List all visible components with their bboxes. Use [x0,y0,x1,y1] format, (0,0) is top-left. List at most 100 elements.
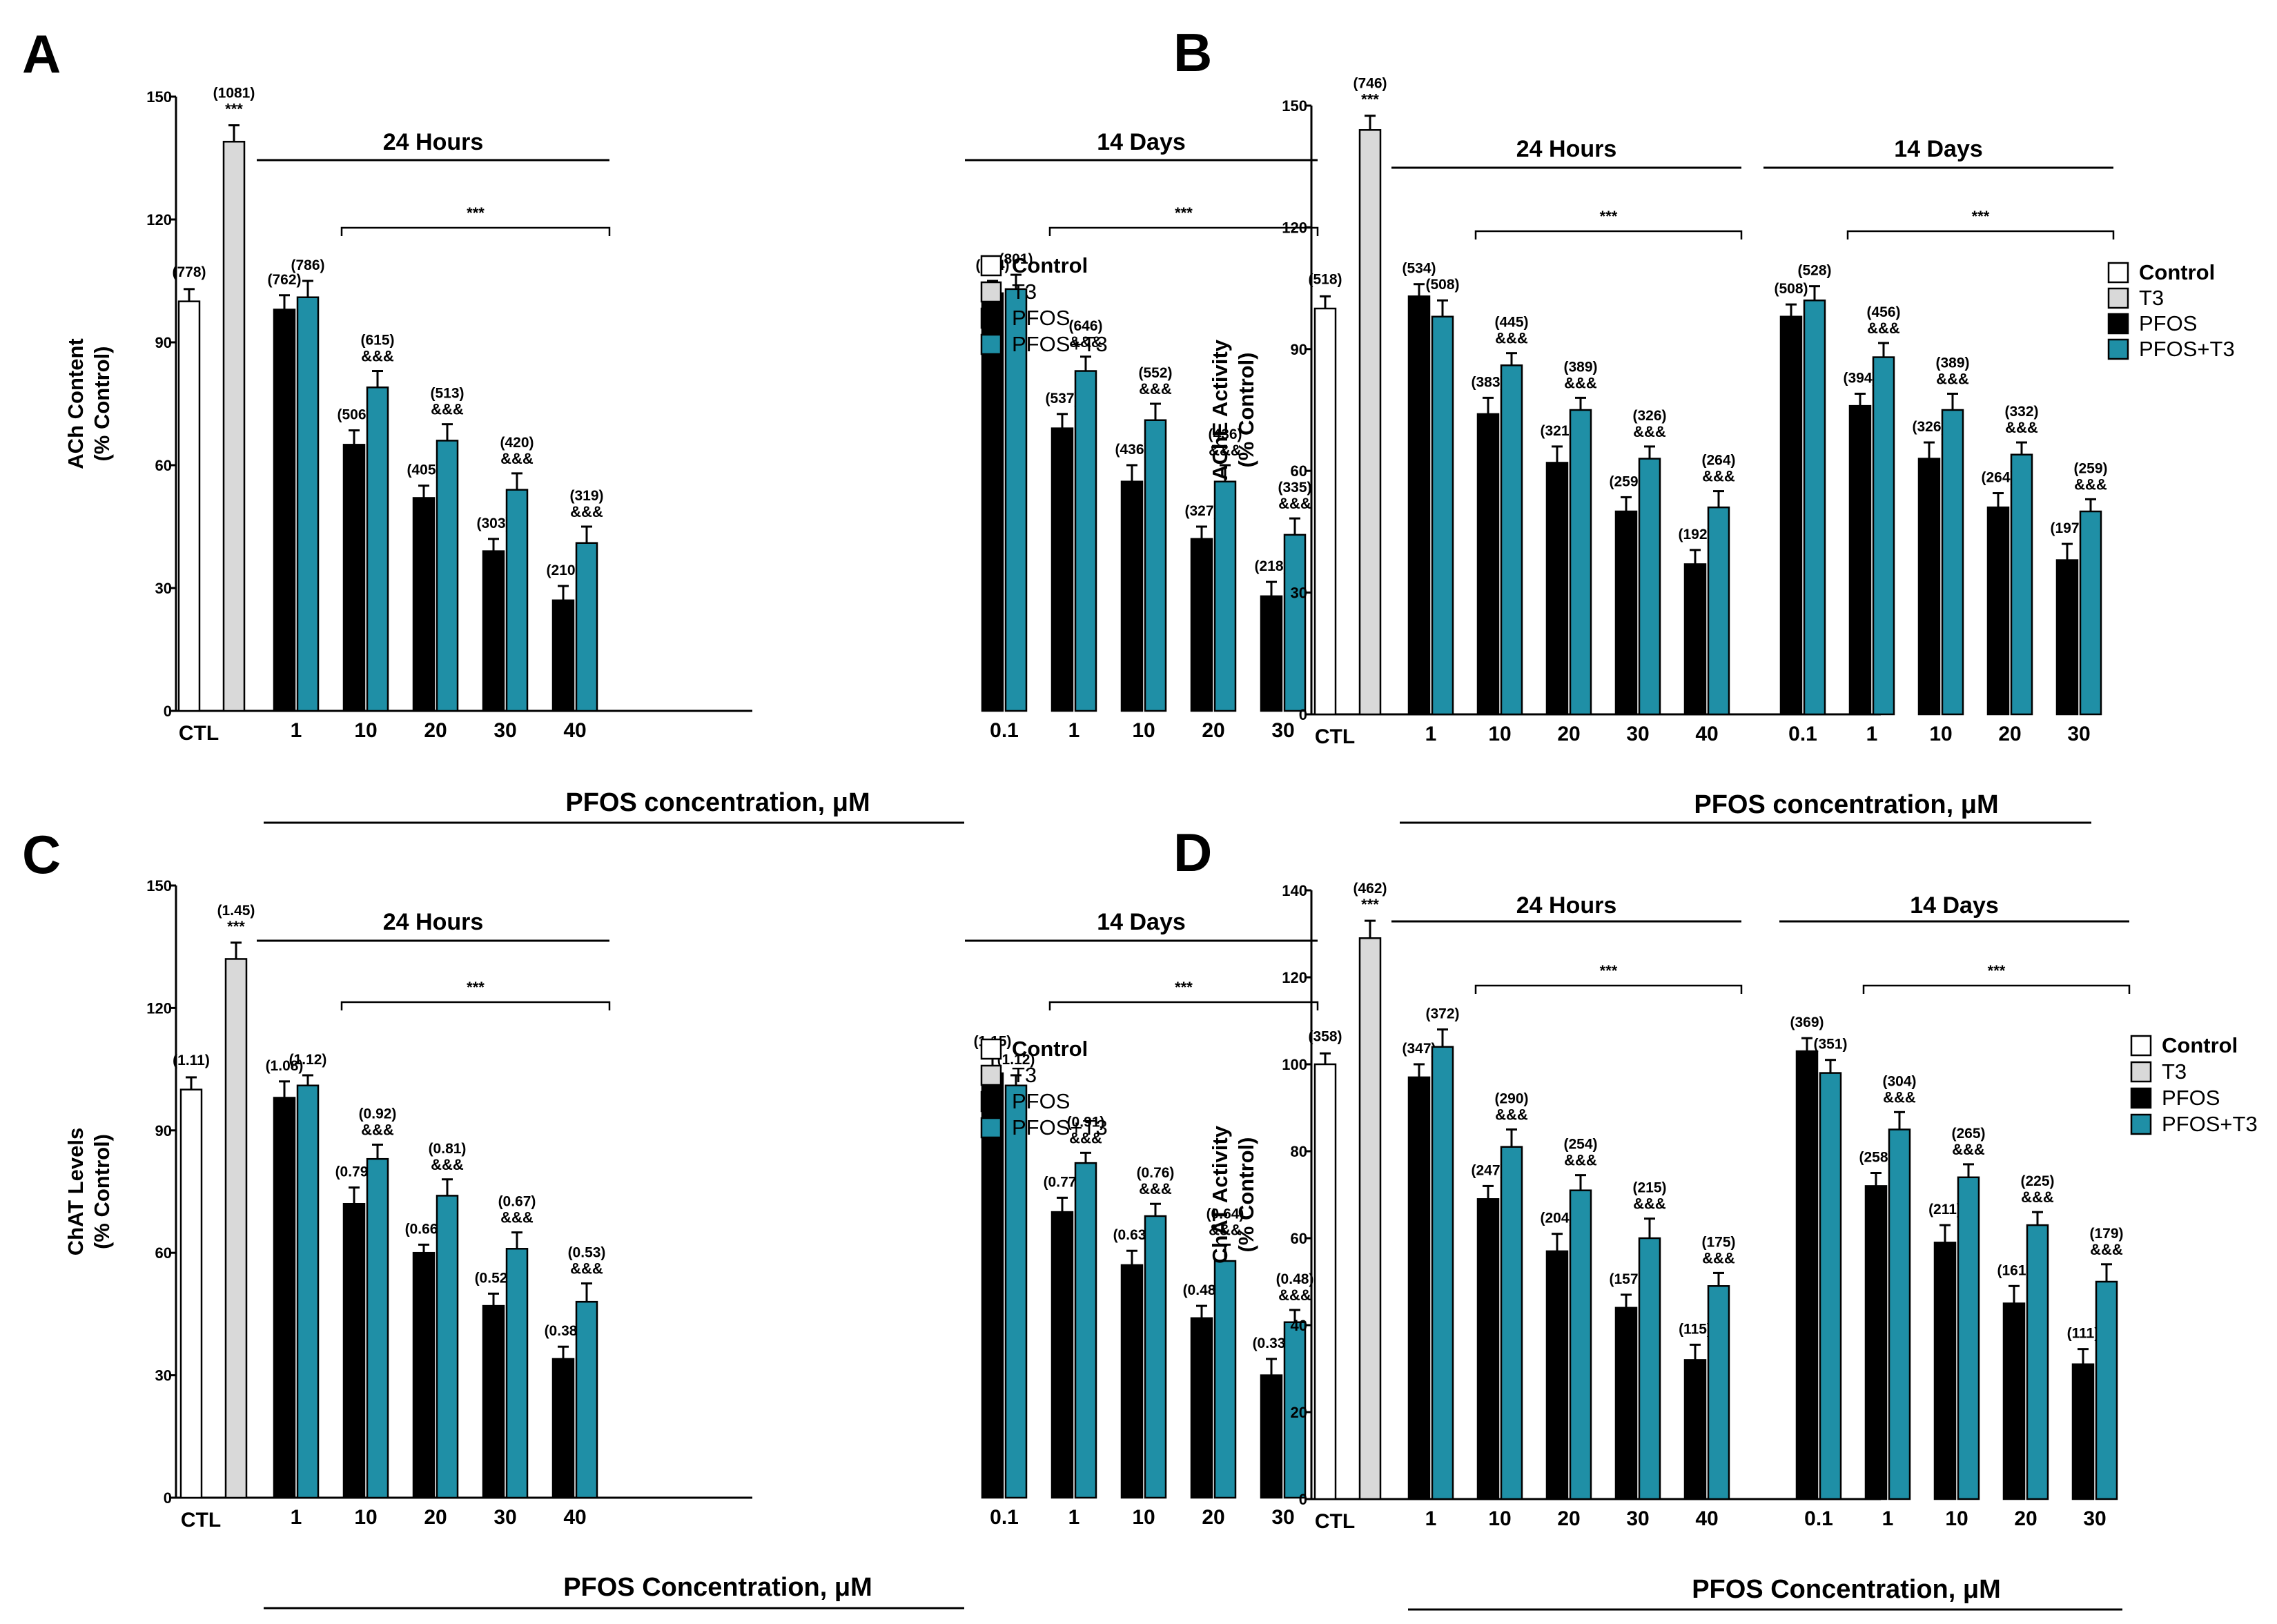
bar-pfos-t3 [296,296,320,712]
legend-control: Control [1012,1037,1088,1061]
legend-t3: T3 [2162,1059,2187,1084]
legend-pfos: PFOS [2139,311,2197,335]
sig-mark: &&& [2074,476,2107,493]
sig-bracket [340,226,611,236]
bar-control [1313,1063,1337,1500]
legend-control-swatch [980,1038,1002,1060]
bar-pfos [482,1304,505,1499]
x-tick-label: CTL [1315,725,1355,748]
x-tick-label: 30 [1626,1507,1649,1530]
y-axis-title: AChE Activity(% Control) [1208,339,1258,480]
legend-pfos-t3-swatch [2107,338,2129,360]
bar-pfos [1120,1264,1144,1499]
data-label: (528) [1797,263,1831,279]
bar-pfos [342,1202,366,1499]
bar-pfos [1864,1185,1888,1500]
x-tick-label: 10 [1132,719,1155,742]
data-label: (389) [1935,355,1969,371]
x-tick-label: 40 [563,1506,586,1529]
sig-bracket-label: *** [1988,962,2006,979]
data-label: (1.12) [289,1052,327,1068]
group-title: 24 Hours [383,129,484,155]
sig-mark: &&& [500,450,534,467]
data-label: (0.52) [475,1270,513,1286]
bar-pfos-t3 [1941,409,1964,716]
legend-control-swatch [980,255,1002,277]
x-tick-label: 20 [1557,1507,1580,1530]
bar-pfos-t3 [1707,506,1730,716]
legend-pfos-swatch [2107,313,2129,335]
data-label: (197) [2050,520,2084,536]
x-tick-label: 1 [1866,723,1878,745]
x-tick-label: CTL [179,722,219,745]
data-label: (358) [1308,1028,1342,1044]
data-label: (335) [1278,480,1311,496]
y-tick-label: 0 [164,703,172,720]
bar-pfos-t3 [1074,370,1097,712]
sig-bracket-label: *** [1972,208,1990,225]
data-label: (192) [1678,527,1712,542]
x-tick-label: 10 [1488,723,1511,745]
data-label: (259) [1609,473,1643,489]
bar-pfos [1050,1211,1074,1499]
data-label: (111) [2067,1326,2100,1342]
x-tick-label: 20 [1202,1506,1224,1529]
data-label: (319) [569,488,603,504]
data-label: (383) [1471,374,1505,390]
bar-pfos [1683,1359,1707,1500]
data-label: (326) [1912,419,1946,435]
bar-pfos-t3 [1638,458,1661,716]
sig-mark: &&& [1702,1249,1735,1266]
sig-bracket [1048,1001,1319,1010]
sig-mark: &&& [2005,419,2038,436]
data-label: (746) [1353,76,1387,92]
y-tick-label: 30 [155,1367,172,1385]
bar-pfos-t3 [1283,1321,1307,1499]
x-tick-label: 1 [1425,1507,1437,1530]
data-label: (332) [2004,404,2038,420]
data-label: (210) [546,562,580,578]
bar-pfos [1986,506,2010,716]
legend-control: Control [2162,1033,2238,1057]
data-label: (0.48) [1183,1282,1221,1298]
data-label: (204) [1540,1211,1574,1226]
bar-control [1313,307,1337,716]
x-tick-label: 1 [1068,1506,1080,1529]
sig-mark: &&& [1883,1088,1916,1106]
sig-mark: &&& [1495,330,1528,347]
bar-pfos-t3 [1803,299,1826,716]
data-label: (436) [1208,427,1242,442]
data-label: (513) [430,386,464,402]
y-tick-label: 0 [164,1489,172,1507]
sig-mark: &&& [431,1156,464,1173]
bar-pfos [551,1358,575,1499]
x-axis-title: PFOS Concentration, μM [1692,1575,2001,1604]
bar-pfos [981,1072,1004,1499]
bar-pfos-t3 [1638,1237,1661,1500]
bar-pfos [1190,538,1213,712]
data-label: (372) [1425,1006,1459,1022]
legend-t3-swatch [2107,287,2129,309]
x-tick-label: 40 [1695,1507,1718,1530]
data-label: (161) [1997,1262,2031,1278]
data-label: (1.12) [997,1052,1035,1068]
sig-bracket-label: *** [1600,962,1618,979]
data-label: (0.81) [429,1141,467,1157]
data-label: (326) [1632,408,1666,424]
y-tick-label: 80 [1291,1143,1307,1160]
sig-mark: &&& [1564,374,1597,391]
bar-pfos [273,1097,296,1499]
x-tick-label: 20 [1202,719,1224,742]
bar-pfos [412,1251,436,1499]
data-label: (0.33) [1253,1336,1291,1351]
legend-pfos: PFOS [1012,1089,1070,1113]
bar-pfos [1545,462,1569,716]
data-label: (1.45) [217,903,255,919]
bar-pfos [342,444,366,712]
legend-t3: T3 [1012,280,1037,304]
bar-pfos [1779,315,1803,716]
sig-mark: &&& [2021,1188,2054,1206]
legend-control-swatch [2107,262,2129,284]
y-axis-title-line: ChAT Activity [1208,1125,1232,1264]
